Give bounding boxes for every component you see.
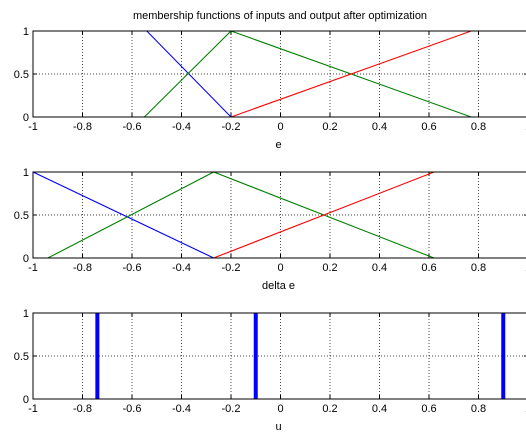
x-tick-label: -0.6 xyxy=(123,262,142,274)
subplots: -1-0.8-0.6-0.4-0.200.20.40.60.8100.51e-1… xyxy=(14,26,526,433)
x-tick-label: -1 xyxy=(28,403,38,415)
x-tick-label: -0.6 xyxy=(123,121,142,133)
x-tick-label: -0.2 xyxy=(222,121,241,133)
axes-frame xyxy=(32,171,526,259)
y-tick-label: 0 xyxy=(23,112,29,124)
x-tick-label: 0.6 xyxy=(421,262,436,274)
x-tick-label: 0.6 xyxy=(421,121,436,133)
y-tick-label: 1 xyxy=(23,167,29,179)
x-tick-label: 0.8 xyxy=(471,262,486,274)
x-tick-label: 1 xyxy=(525,403,526,415)
figure-title: membership functions of inputs and outpu… xyxy=(133,10,427,22)
x-tick-label: -0.8 xyxy=(73,403,92,415)
x-tick-label: 1 xyxy=(525,121,526,133)
x-tick-label: 0.2 xyxy=(322,121,337,133)
y-tick-label: 0 xyxy=(23,394,29,406)
x-tick-label: -1 xyxy=(28,121,38,133)
x-tick-label: 0.6 xyxy=(421,403,436,415)
x-tick-label: 0.2 xyxy=(322,262,337,274)
x-axis-label: u xyxy=(275,421,281,433)
x-tick-label: 0.4 xyxy=(372,121,387,133)
axes-frame xyxy=(32,30,526,118)
x-tick-label: -0.2 xyxy=(222,403,241,415)
x-tick-label: -0.8 xyxy=(73,121,92,133)
x-tick-label: -1 xyxy=(28,262,38,274)
x-tick-label: 0.8 xyxy=(471,403,486,415)
axes-frame xyxy=(32,312,526,400)
x-tick-label: -0.4 xyxy=(172,121,191,133)
x-tick-label: 0 xyxy=(277,403,283,415)
x-tick-label: -0.4 xyxy=(172,262,191,274)
x-tick-label: 0.8 xyxy=(471,121,486,133)
x-tick-label: 0.4 xyxy=(372,262,387,274)
x-tick-label: 0.4 xyxy=(372,403,387,415)
subplot-2: -1 -0.8 -0.6 -0.4 -0.2 0 0.2 0.4 0.6 0.8 1 0 0.5 1 del… xyxy=(14,167,526,292)
y-tick-label: 0 xyxy=(23,253,29,265)
y-tick-label: 0.5 xyxy=(14,69,29,81)
x-axis-label: delta e xyxy=(262,280,295,292)
subplot-3: -1 -0.8 -0.6 -0.4 -0.2 0 0.2 0.4 0.6 0.8 1 0 0.5 1 u xyxy=(14,308,526,433)
x-tick-label: 0 xyxy=(277,121,283,133)
y-tick-label: 0.5 xyxy=(14,351,29,363)
subplot-1: -1 -0.8 -0.6 -0.4 -0.2 0 0.2 0.4 0.6 0.8 1 0 0.5 1 e xyxy=(14,26,526,151)
x-axis-label: e xyxy=(275,139,281,151)
y-tick-label: 1 xyxy=(23,26,29,38)
x-tick-label: -0.6 xyxy=(123,403,142,415)
x-tick-label: -0.8 xyxy=(73,262,92,274)
x-tick-label: -0.4 xyxy=(172,403,191,415)
x-tick-label: 0 xyxy=(277,262,283,274)
x-tick-label: 0.2 xyxy=(322,403,337,415)
x-tick-label: -0.2 xyxy=(222,262,241,274)
y-tick-label: 1 xyxy=(23,308,29,320)
y-tick-label: 0.5 xyxy=(14,210,29,222)
x-tick-label: 1 xyxy=(525,262,526,274)
